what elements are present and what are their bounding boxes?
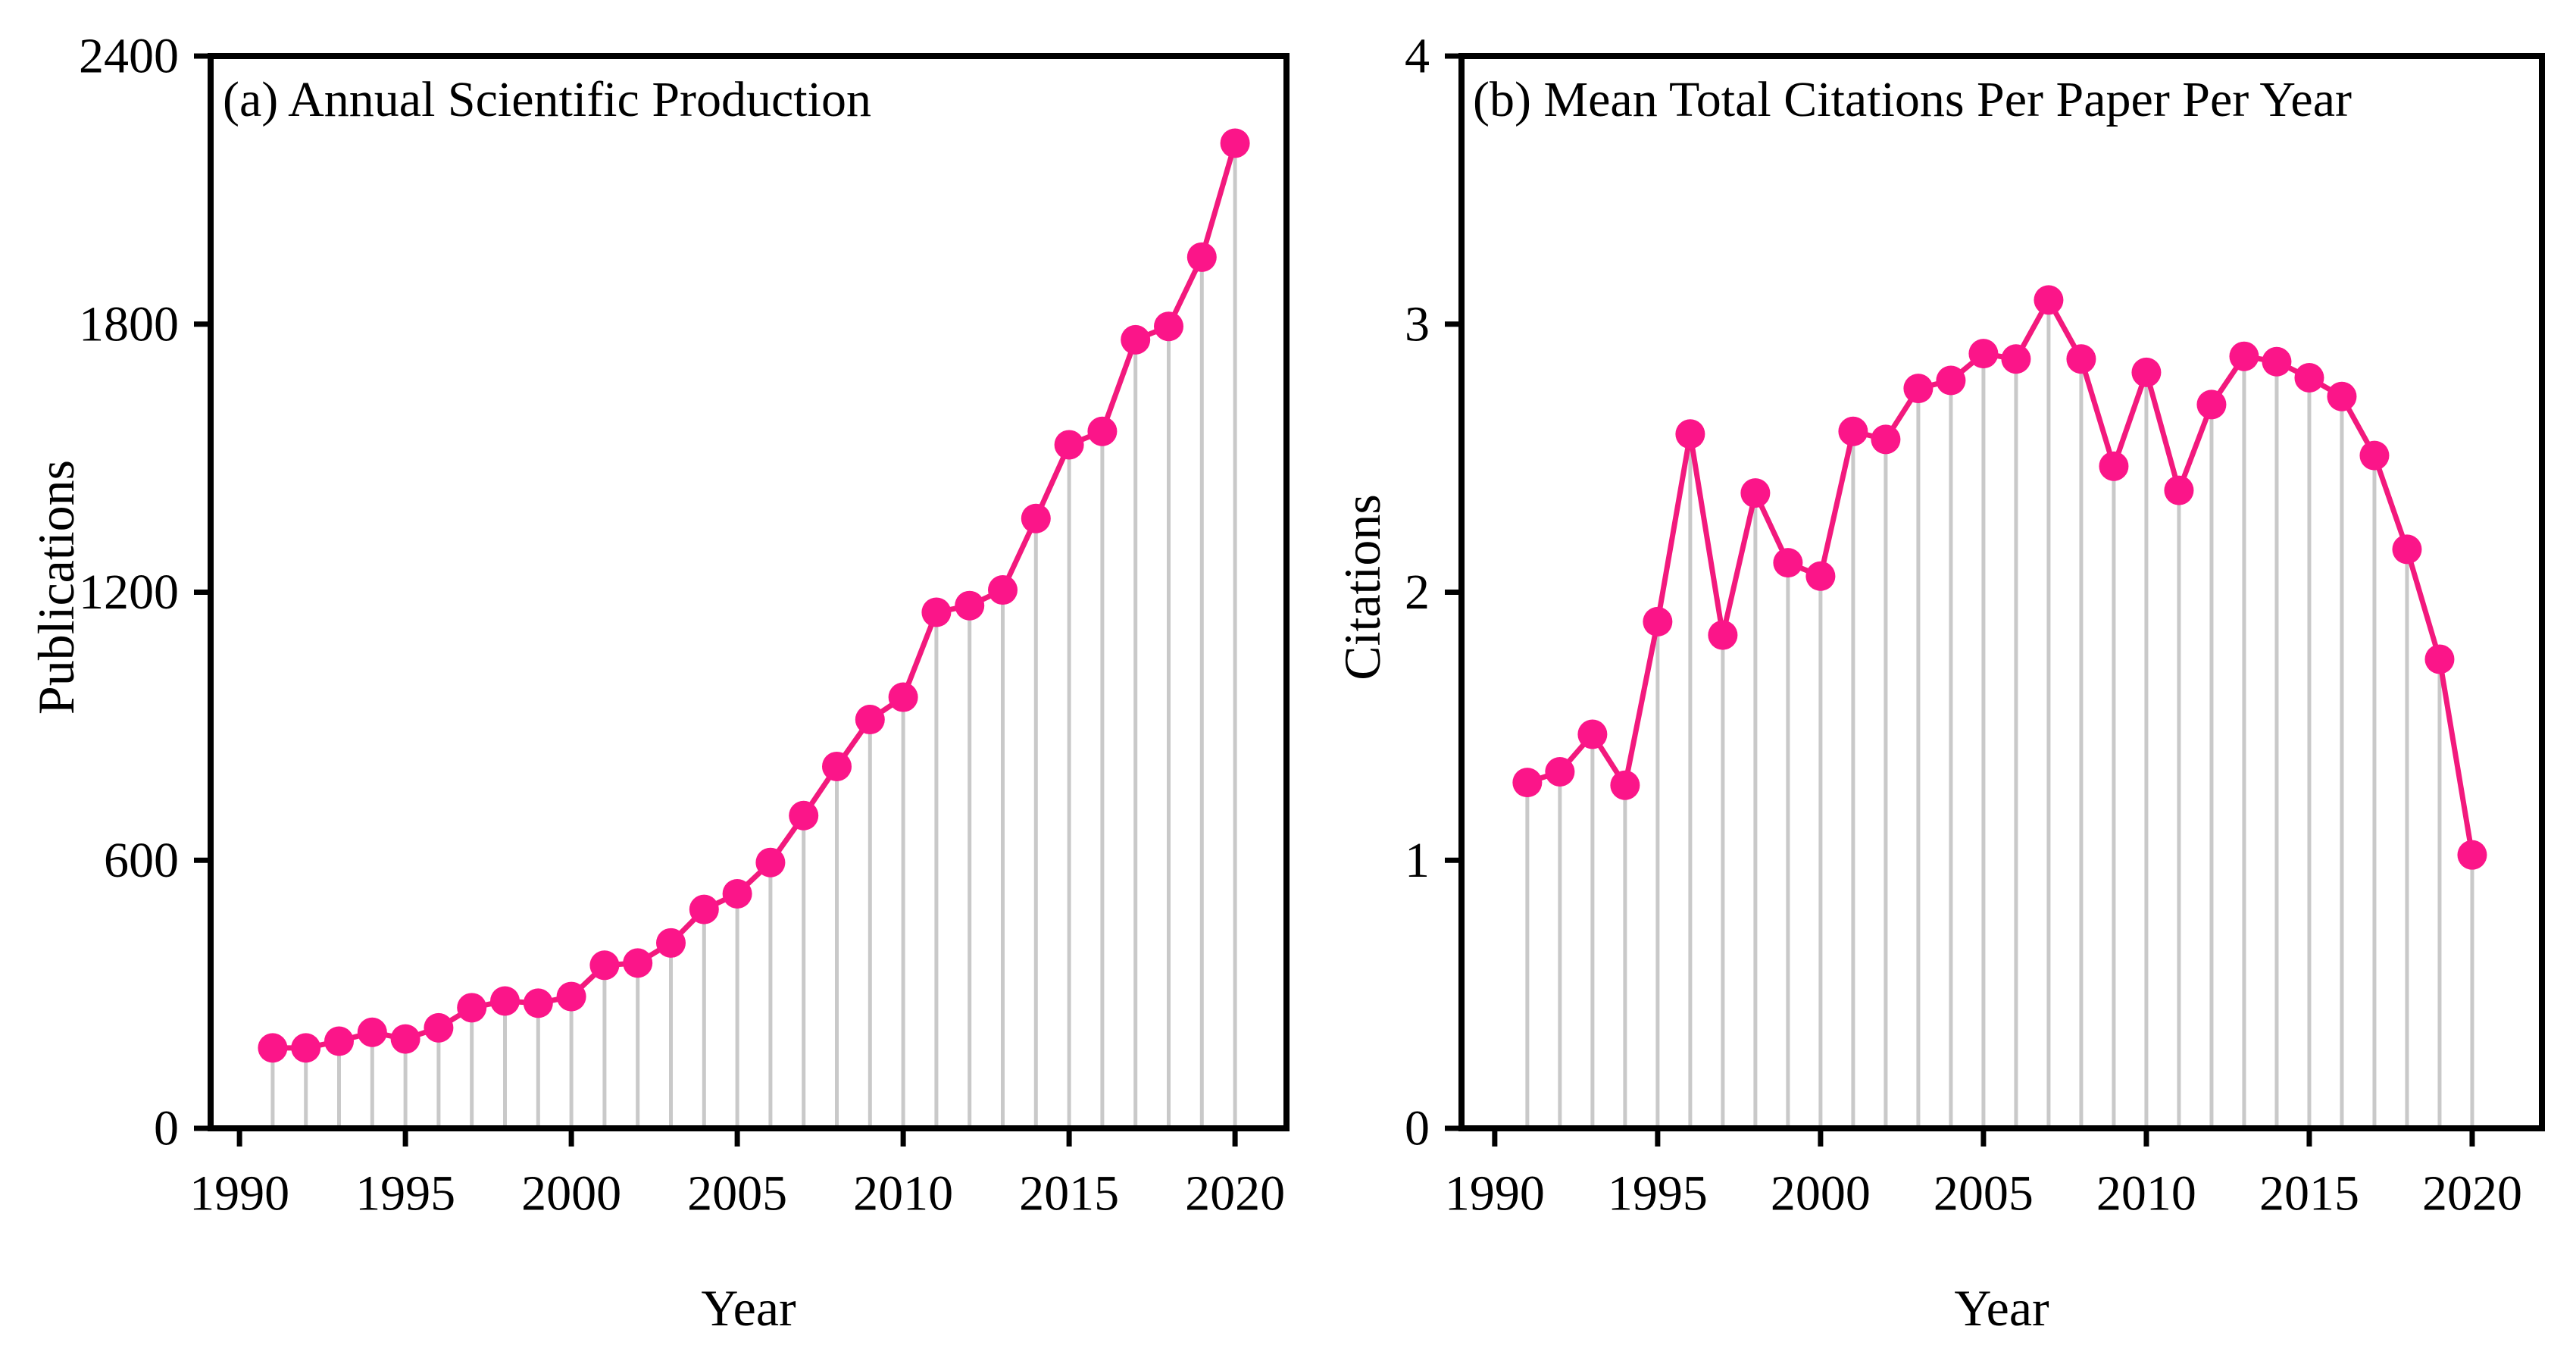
panel-b-x-axis-label: Year [1954,1279,2049,1337]
y-tick-label: 0 [1405,1101,1430,1156]
x-tick-label: 1995 [355,1166,455,1222]
data-point [1838,416,1868,446]
data-point [523,988,553,1018]
data-point [1805,561,1836,591]
data-point [1186,242,1217,272]
y-tick-label: 0 [154,1101,179,1156]
data-point [2359,440,2390,471]
data-point [1610,770,1640,800]
panel-b-y-axis-label: Citations [1333,494,1391,680]
data-point [623,948,653,978]
data-point [656,928,686,958]
panel-a-y-axis-label: Publications [27,459,85,715]
data-point [988,575,1018,605]
data-line [270,140,1238,1051]
y-tick-label: 2 [1405,565,1430,620]
x-tick-label: 2015 [2259,1166,2359,1222]
x-tick-label: 2005 [1934,1166,2034,1222]
data-point [689,894,719,924]
x-tick-label: 2015 [1019,1166,1119,1222]
data-point [457,993,487,1023]
data-point [258,1033,288,1063]
x-tick-label: 2000 [1771,1166,1871,1222]
data-point [921,597,952,627]
data-point [888,682,918,712]
data-point [1968,339,1999,369]
y-tick-label: 3 [1405,296,1430,352]
data-point [291,1033,321,1063]
data-point [1054,430,1084,460]
data-point [1643,606,1673,637]
x-tick-label: 1990 [189,1166,289,1222]
data-point [2327,381,2357,411]
y-tick-label: 1800 [79,296,179,352]
data-point [1577,719,1608,749]
data-point [2001,344,2031,374]
data-point [1512,768,1543,798]
x-tick-label: 1990 [1445,1166,1545,1222]
data-point [424,1012,454,1043]
data-point [789,800,819,831]
data-point [357,1017,387,1047]
data-point [1154,311,1184,342]
data-point [2034,285,2064,315]
data-point [1021,503,1051,533]
data-point [2066,344,2096,374]
annual-scientific-production-chart: 0 600 1200 1800 2400 1990 1995 2000 2005 2010 2015… [79,29,1290,1222]
data-point [1087,416,1118,446]
y-tick-label: 2400 [79,29,179,84]
panel-a-x-axis-label: Year [701,1279,796,1337]
data-point [1708,620,1738,650]
data-point [2262,346,2292,377]
data-point [2229,341,2259,371]
data-point [2196,389,2227,420]
x-tick-label: 1995 [1608,1166,1708,1222]
data-point [2131,357,2162,387]
y-tick-label: 4 [1405,29,1430,84]
data-point [855,705,885,735]
y-tick-label: 1200 [79,565,179,620]
data-point [822,751,852,781]
data-point [1545,757,1575,787]
data-point [1740,478,1771,508]
data-point [755,847,786,878]
y-tick-label: 1 [1405,833,1430,888]
panel-a-title: (a) Annual Scientific Production [223,72,871,127]
data-point [1903,374,1934,404]
data-point [722,878,752,909]
x-tick-label: 2000 [521,1166,621,1222]
x-tick-label: 2010 [853,1166,953,1222]
data-point [1220,128,1250,158]
y-tick-label: 600 [104,833,179,888]
x-tick-label: 2010 [2096,1166,2196,1222]
x-tick-label: 2005 [687,1166,787,1222]
data-point [2457,840,2487,870]
data-point [589,950,620,981]
data-point [2099,451,2129,481]
data-point [390,1024,420,1054]
data-point [955,590,985,621]
data-point [1773,548,1803,578]
data-line [1524,297,2475,858]
data-point [1121,324,1151,355]
data-point [2392,534,2422,565]
data-point [1675,419,1705,449]
plot-border [208,53,1290,1131]
x-tick-label: 2020 [2422,1166,2522,1222]
data-point [2294,363,2324,393]
data-point [490,986,521,1016]
data-point [2164,475,2194,505]
data-point [2424,644,2455,674]
mean-citations-chart: 0 1 2 3 4 1990 1995 2000 2005 2010 2015 2020 [1405,29,2545,1222]
panel-b-title: (b) Mean Total Citations Per Paper Per Y… [1473,72,2352,127]
data-point [1936,365,1966,396]
data-point [1871,424,1901,455]
data-point [556,981,586,1012]
x-tick-label: 2020 [1185,1166,1285,1222]
data-point [324,1026,355,1056]
